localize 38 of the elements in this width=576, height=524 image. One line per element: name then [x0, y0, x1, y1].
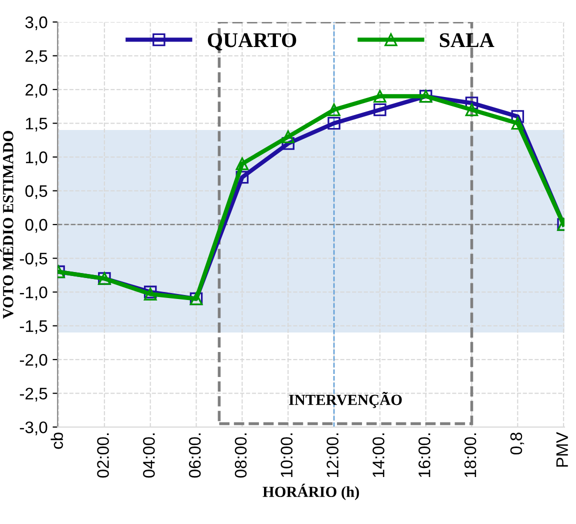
x-tick-label: 16:00.: [418, 433, 430, 477]
x-tick-label: 08:00.: [234, 433, 247, 478]
x-tick-label: cb: [50, 432, 63, 449]
point: [328, 103, 340, 116]
y-tick-label: 0,0: [25, 218, 48, 233]
annotation: INTERVENÇÃO: [288, 392, 402, 408]
y-tick-label: -0,5: [20, 252, 48, 266]
y-tick-label: 0,5: [25, 185, 48, 199]
point: [511, 116, 524, 130]
x-tick-label: 02:00.: [97, 433, 109, 478]
point: [282, 130, 294, 144]
x-tick-label: 12:00.: [326, 433, 338, 477]
x-axis-title: HORÁRIO (h): [262, 484, 359, 500]
point: [328, 116, 340, 130]
x-tick-label: 10:00.: [280, 433, 293, 477]
x-tick-label: 06:00.: [188, 433, 201, 478]
x-tick-label: 14:00.: [372, 433, 384, 477]
y-tick-label: 1,5: [26, 118, 48, 132]
y-tick-label: -3,0: [20, 421, 48, 436]
point: [236, 157, 249, 170]
x-tick-label: 0,8: [510, 432, 524, 454]
x-tick-label: 04:00.: [143, 433, 155, 478]
x-tick-label: 18:00.: [464, 433, 476, 477]
legend-label: SALA: [440, 33, 494, 48]
y-tick-label: -1,0: [20, 286, 48, 300]
point: [465, 103, 478, 116]
y-tick-label: 2,0: [26, 84, 48, 98]
y-tick-label: 3,0: [25, 16, 48, 30]
legend-label: QUARTO: [208, 33, 296, 50]
y-tick-label: 2,5: [26, 50, 48, 64]
y-tick-label: -2,5: [20, 388, 48, 402]
point: [374, 90, 386, 103]
x-tick-label: PMV: [556, 432, 568, 467]
y-tick-label: 1,0: [26, 151, 48, 166]
y-axis-title: VOTO MÉDIO ESTIMADO: [0, 130, 14, 319]
y-tick-label: -1,5: [20, 320, 48, 334]
point: [374, 103, 386, 116]
y-tick-label: -2,0: [20, 354, 48, 368]
